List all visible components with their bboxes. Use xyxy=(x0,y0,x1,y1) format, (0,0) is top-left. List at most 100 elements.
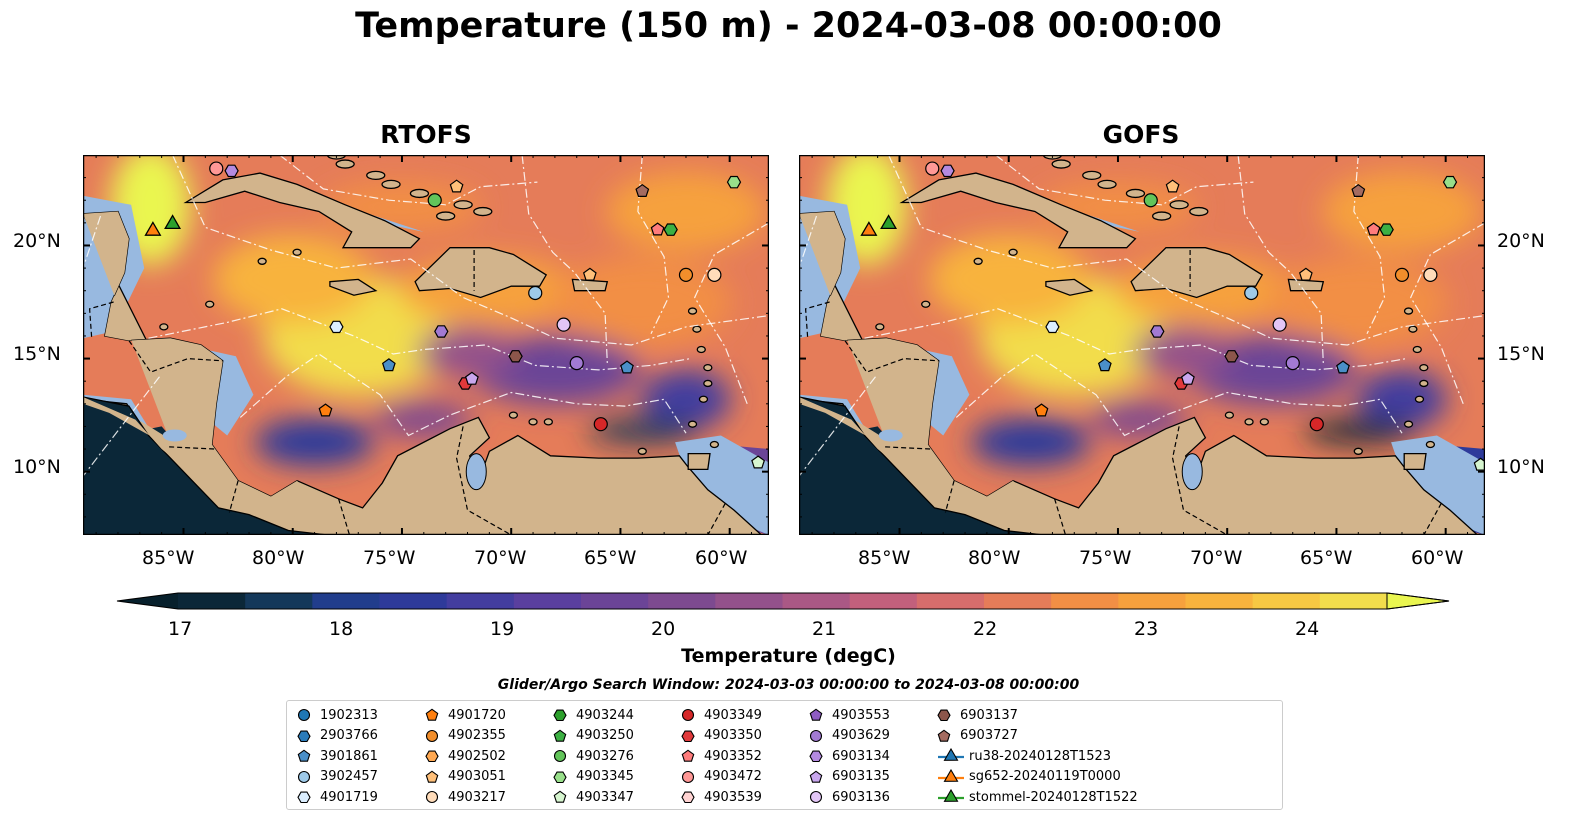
legend-marker-icon xyxy=(681,791,695,804)
colorbar-segment xyxy=(1319,593,1388,609)
legend-item: 4903347 xyxy=(553,787,634,807)
colorbar-tick-21: 21 xyxy=(812,618,837,640)
legend-label: 4902502 xyxy=(448,748,506,764)
legend-item: 4903350 xyxy=(681,726,762,746)
colorbar-segment xyxy=(581,593,649,609)
legend-marker-icon xyxy=(681,708,695,722)
argo-float-marker xyxy=(1423,267,1438,282)
legend-marker-icon xyxy=(425,770,439,783)
figure-title: Temperature (150 m) - 2024-03-08 00:00:0… xyxy=(355,6,1222,46)
legend-title: Glider/Argo Search Window: 2024-03-03 00… xyxy=(497,677,1080,693)
map-frame xyxy=(83,155,769,535)
lon-label-70w-left: 70°W xyxy=(474,547,527,569)
legend-marker-icon xyxy=(809,790,823,804)
legend-marker-icon xyxy=(809,750,823,763)
legend-marker-icon xyxy=(681,749,695,762)
legend-label: 4903345 xyxy=(576,769,634,784)
legend-label: stommel-20240128T1522 xyxy=(969,789,1138,805)
legend-label: 4903276 xyxy=(576,748,634,764)
legend-label: 4902355 xyxy=(448,728,506,743)
legend-marker-icon xyxy=(937,709,951,722)
legend-marker-icon xyxy=(809,729,823,742)
lon-label-65w-right: 65°W xyxy=(1300,547,1353,569)
argo-float-marker xyxy=(1298,267,1313,281)
puerto-rico-island xyxy=(571,278,609,292)
legend-label: 4903349 xyxy=(704,707,762,723)
argo-float-marker xyxy=(1180,371,1195,385)
legend-marker-icon xyxy=(553,749,567,763)
legend-item: 4903553 xyxy=(809,705,890,725)
legend-marker-icon xyxy=(681,730,695,742)
legend-marker-icon xyxy=(681,770,695,783)
lat-label-10n-left: 10°N xyxy=(13,456,61,478)
legend-label: 6903137 xyxy=(960,707,1018,723)
colorbar-tick-22: 22 xyxy=(973,618,998,640)
legend-item: sg652-20240119T0000 xyxy=(937,767,1121,787)
glider-marker xyxy=(880,214,898,230)
colorbar-segment xyxy=(1185,593,1254,609)
lon-label-80w-right: 80°W xyxy=(968,547,1021,569)
lat-label-20n-right: 20°N xyxy=(1497,230,1545,252)
legend-marker-icon xyxy=(938,748,964,761)
legend-label: 4901720 xyxy=(448,707,506,723)
colorbar-segment xyxy=(782,593,851,609)
legend-item: 4903472 xyxy=(681,767,762,787)
legend-item: 1902313 xyxy=(297,705,378,725)
colorbar xyxy=(116,592,1450,610)
argo-float-marker xyxy=(678,267,694,282)
legend-label: 4901719 xyxy=(320,789,378,805)
lon-label-70w-right: 70°W xyxy=(1190,547,1243,569)
argo-float-marker xyxy=(593,417,608,432)
lon-label-75w-right: 75°W xyxy=(1079,547,1132,569)
legend-marker-icon xyxy=(297,730,311,742)
argo-float-marker xyxy=(707,267,722,282)
argo-float-marker xyxy=(329,320,344,334)
legend-marker-icon xyxy=(297,708,311,722)
argo-float-marker xyxy=(318,403,333,417)
puerto-rico-island xyxy=(1287,278,1325,292)
argo-float-marker xyxy=(1244,285,1259,301)
colorbar-tick-18: 18 xyxy=(329,618,354,640)
colorbar-segment xyxy=(1252,593,1321,609)
colorbar-segment xyxy=(446,593,515,609)
argo-float-marker xyxy=(381,358,396,372)
argo-float-marker xyxy=(1473,457,1485,471)
cuba-island xyxy=(899,172,1137,249)
legend-item: 6903137 xyxy=(937,705,1018,725)
argo-float-marker xyxy=(1366,222,1381,236)
argo-float-marker xyxy=(1143,193,1158,208)
cuba-island xyxy=(183,172,421,249)
legend-label: 6903136 xyxy=(832,789,890,805)
argo-float-marker xyxy=(556,317,571,332)
lat-label-10n-right: 10°N xyxy=(1497,456,1545,478)
colorbar-tick-23: 23 xyxy=(1134,618,1159,640)
legend-item: 3901861 xyxy=(297,746,378,766)
legend-item: stommel-20240128T1522 xyxy=(937,787,1138,807)
glider-marker xyxy=(164,214,182,230)
argo-float-marker xyxy=(1336,360,1350,374)
legend-item: 4903539 xyxy=(681,787,762,807)
legend-label: sg652-20240119T0000 xyxy=(969,769,1121,784)
colorbar-under-arrow xyxy=(117,593,178,609)
legend-item: 3902457 xyxy=(297,767,378,787)
legend-item: 4903349 xyxy=(681,705,762,725)
colorbar-segment xyxy=(1118,593,1187,609)
colorbar-segment xyxy=(648,593,716,609)
legend-item: 4903244 xyxy=(553,705,634,725)
legend-item: ru38-20240128T1523 xyxy=(937,746,1111,766)
argo-float-marker xyxy=(1379,223,1394,236)
argo-float-marker xyxy=(620,360,634,374)
legend-item: 6903727 xyxy=(937,726,1018,746)
legend-marker-icon xyxy=(809,770,823,783)
argo-float-marker xyxy=(449,179,464,193)
legend-marker-icon xyxy=(809,708,823,721)
argo-float-marker xyxy=(663,223,678,236)
panel-title-rtofs: RTOFS xyxy=(380,120,472,149)
legend-label: 4903051 xyxy=(448,769,506,784)
legend-label: 4903553 xyxy=(832,707,890,723)
colorbar-segment xyxy=(245,593,313,609)
glider-marker xyxy=(860,221,878,236)
colorbar-segment xyxy=(984,593,1052,609)
legend-label: 1902313 xyxy=(320,707,378,723)
legend-item: 4903276 xyxy=(553,746,634,766)
